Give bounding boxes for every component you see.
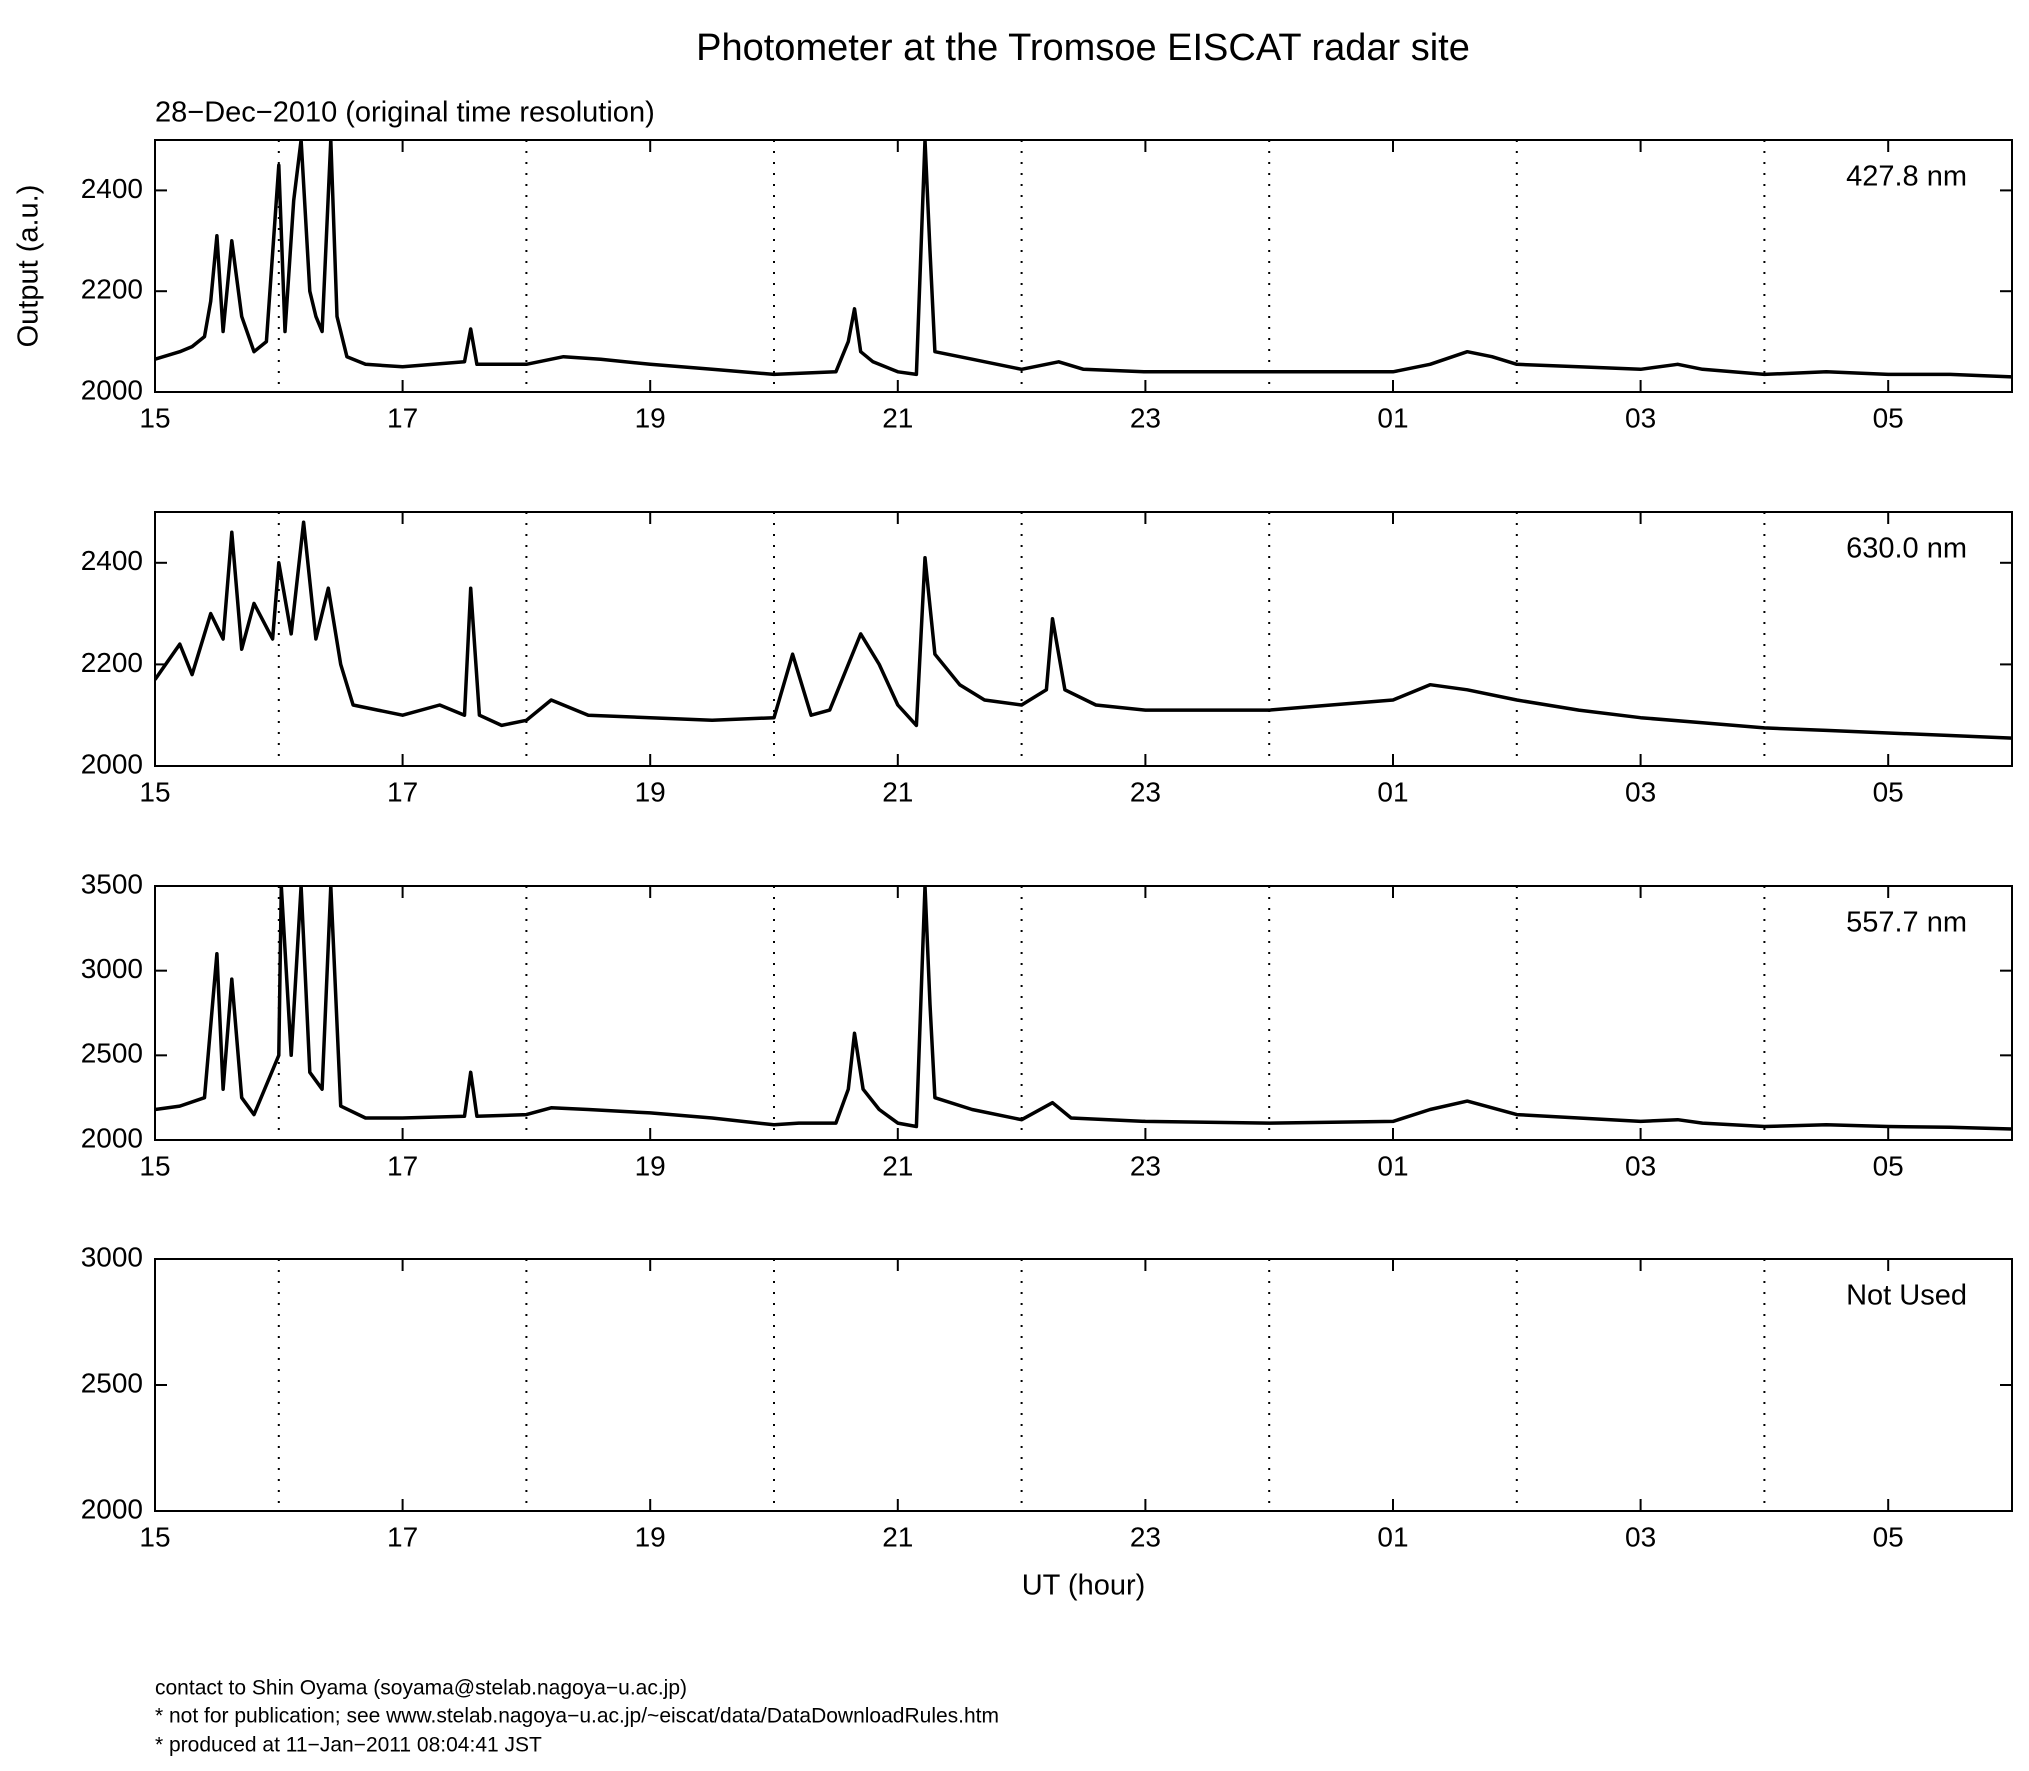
y-tick-label: 3000 — [81, 953, 143, 984]
y-tick-label: 2500 — [81, 1038, 143, 1069]
x-tick-label: 15 — [139, 776, 170, 807]
y-axis-label: Output (a.u.) — [13, 185, 45, 348]
x-tick-label: 17 — [387, 776, 418, 807]
y-tick-label: 2000 — [81, 1493, 143, 1524]
y-tick-label: 2500 — [81, 1367, 143, 1398]
y-tick-label: 2400 — [81, 545, 143, 576]
x-tick-label: 23 — [1130, 776, 1161, 807]
x-tick-label: 15 — [139, 402, 170, 433]
panel-label: Not Used — [1846, 1280, 1967, 1312]
y-tick-label: 2000 — [81, 374, 143, 405]
x-tick-label: 23 — [1130, 1150, 1161, 1181]
x-tick-label: 17 — [387, 402, 418, 433]
x-tick-label: 19 — [635, 1150, 666, 1181]
x-tick-label: 21 — [882, 1150, 913, 1181]
x-tick-label: 03 — [1625, 402, 1656, 433]
x-tick-label: 17 — [387, 1150, 418, 1181]
plot-frame — [154, 511, 2013, 767]
x-tick-label: 23 — [1130, 402, 1161, 433]
figure-title: Photometer at the Tromsoe EISCAT radar s… — [696, 27, 1470, 69]
y-tick-label: 2000 — [81, 748, 143, 779]
x-tick-label: 15 — [139, 1150, 170, 1181]
x-tick-label: 17 — [387, 1521, 418, 1552]
x-tick-label: 23 — [1130, 1521, 1161, 1552]
y-tick-label: 3000 — [81, 1241, 143, 1272]
data-line — [155, 886, 2012, 1131]
x-tick-label: 21 — [882, 1521, 913, 1552]
x-tick-label: 01 — [1377, 402, 1408, 433]
data-line — [155, 140, 2012, 379]
panel-label: 630.0 nm — [1846, 533, 1967, 565]
y-tick-label: 2000 — [81, 1122, 143, 1153]
x-tick-label: 03 — [1625, 776, 1656, 807]
x-tick-label: 21 — [882, 776, 913, 807]
panel-label: 557.7 nm — [1846, 907, 1967, 939]
x-tick-label: 05 — [1873, 1521, 1904, 1552]
footer-line: * not for publication; see www.stelab.na… — [155, 1705, 999, 1728]
x-tick-label: 01 — [1377, 1521, 1408, 1552]
plot-frame — [154, 139, 2013, 393]
x-tick-label: 15 — [139, 1521, 170, 1552]
x-tick-label: 01 — [1377, 776, 1408, 807]
plot-frame — [154, 1258, 2013, 1512]
x-tick-label: 19 — [635, 1521, 666, 1552]
x-tick-label: 19 — [635, 402, 666, 433]
plot-frame — [154, 885, 2013, 1141]
x-tick-label: 03 — [1625, 1150, 1656, 1181]
x-tick-label: 05 — [1873, 402, 1904, 433]
subtitle: 28−Dec−2010 (original time resolution) — [155, 97, 655, 129]
panel-label: 427.8 nm — [1846, 161, 1967, 193]
y-tick-label: 2200 — [81, 274, 143, 305]
y-tick-label: 3500 — [81, 868, 143, 899]
x-axis-label: UT (hour) — [1022, 1570, 1146, 1602]
footer-line: contact to Shin Oyama (soyama@stelab.nag… — [155, 1677, 687, 1700]
y-tick-label: 2400 — [81, 173, 143, 204]
x-tick-label: 05 — [1873, 776, 1904, 807]
x-tick-label: 21 — [882, 402, 913, 433]
footer-line: * produced at 11−Jan−2011 08:04:41 JST — [155, 1734, 542, 1757]
x-tick-label: 19 — [635, 776, 666, 807]
x-tick-label: 03 — [1625, 1521, 1656, 1552]
x-tick-label: 01 — [1377, 1150, 1408, 1181]
x-tick-label: 05 — [1873, 1150, 1904, 1181]
y-tick-label: 2200 — [81, 647, 143, 678]
data-line — [155, 520, 2012, 740]
